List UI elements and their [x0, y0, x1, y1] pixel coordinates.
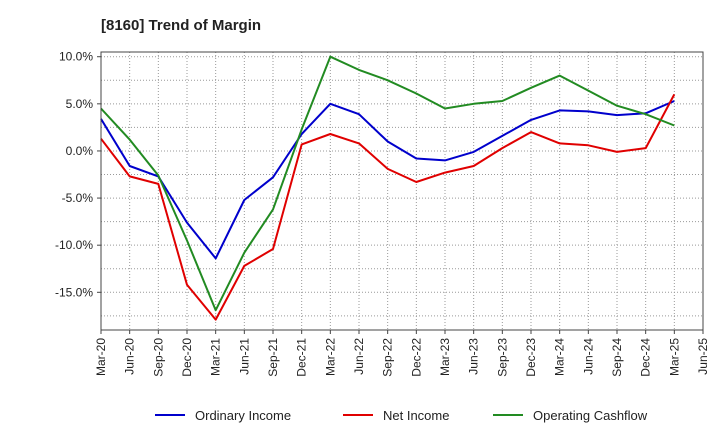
x-tick-label: Dec-24 [639, 338, 653, 377]
x-tick-label: Mar-22 [323, 338, 337, 376]
y-axis-ticks: 10.0% 5.0% 0.0% -5.0% -10.0% -15.0% [55, 50, 101, 299]
chart-title: [8160] Trend of Margin [101, 17, 261, 34]
x-tick-label: Jun-21 [237, 338, 251, 375]
x-tick-label: Jun-20 [123, 338, 137, 375]
legend: Ordinary Income Net Income Operating Cashf… [155, 408, 648, 423]
legend-label-operating-cashflow: Operating Cashflow [533, 408, 648, 423]
x-tick-label: Dec-22 [409, 338, 423, 377]
x-tick-label: Sep-22 [381, 338, 395, 377]
y-tick-label: 10.0% [59, 50, 93, 64]
x-axis-ticks: Mar-20 Jun-20 Sep-20 Dec-20 Mar-21 Jun-21 Sep-… [94, 330, 710, 377]
y-tick-label: 0.0% [66, 144, 94, 158]
y-tick-label: -5.0% [62, 191, 94, 205]
x-tick-label: Mar-20 [94, 338, 108, 376]
x-tick-label: Dec-23 [524, 338, 538, 377]
series-lines [100, 55, 676, 321]
legend-label-ordinary-income: Ordinary Income [195, 408, 291, 423]
series-line-ordinary-income [100, 100, 675, 260]
x-tick-label: Sep-23 [495, 338, 509, 377]
x-tick-label: Sep-21 [266, 338, 280, 377]
grid [100, 52, 704, 330]
x-tick-label: Mar-23 [438, 338, 452, 376]
y-tick-label: 5.0% [66, 97, 94, 111]
x-tick-label: Dec-21 [295, 338, 309, 377]
x-tick-label: Jun-24 [581, 338, 595, 375]
series-line-net-income [100, 93, 676, 321]
x-tick-label: Mar-21 [209, 338, 223, 376]
x-tick-label: Mar-25 [667, 338, 681, 376]
x-tick-label: Mar-24 [553, 338, 567, 376]
x-tick-label: Jun-23 [467, 338, 481, 375]
y-tick-label: -15.0% [55, 285, 93, 299]
series-line-operating-cashflow [100, 55, 675, 312]
x-tick-label: Sep-24 [610, 338, 624, 377]
x-tick-label: Dec-20 [180, 338, 194, 377]
plot-frame [100, 51, 704, 331]
x-tick-label: Jun-25 [696, 338, 710, 375]
y-tick-label: -10.0% [55, 238, 93, 252]
legend-label-net-income: Net Income [383, 408, 449, 423]
x-tick-label: Jun-22 [352, 338, 366, 375]
x-tick-label: Sep-20 [151, 338, 165, 377]
